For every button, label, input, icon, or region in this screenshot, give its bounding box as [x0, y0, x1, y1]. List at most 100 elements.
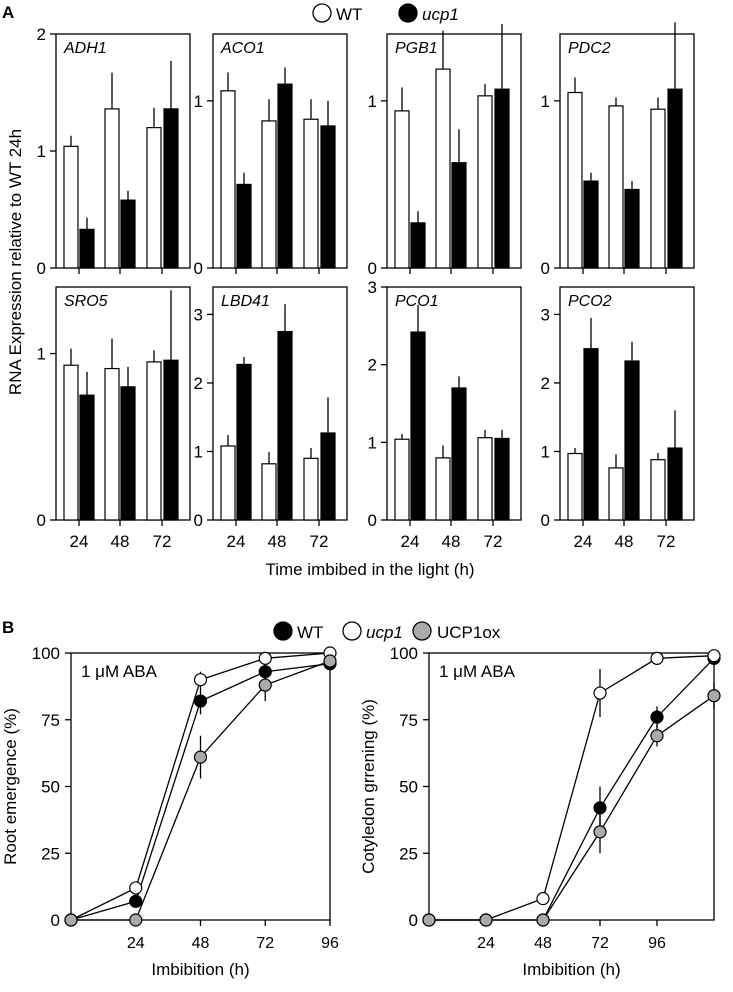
x-tick-label: 48: [268, 532, 287, 551]
point-ucp1: [650, 651, 664, 665]
bar-ucp1: [624, 360, 640, 521]
bar-wt: [220, 90, 236, 269]
bar-ucp1: [583, 348, 599, 521]
legend-a-wt-label: WT: [336, 5, 362, 24]
y-tick-label: 2: [37, 25, 46, 44]
y-tick-label: 75: [41, 711, 60, 730]
bar-ucp1: [120, 386, 136, 521]
y-tick-label: 0: [409, 911, 418, 930]
y-tick-label: 0: [194, 259, 203, 278]
point-ucp1ox: [422, 913, 436, 927]
point-ucp1ox: [707, 689, 721, 703]
y-tick-label: 1: [37, 345, 46, 364]
bar-wt: [477, 95, 493, 269]
y-tick-label: 1: [37, 142, 46, 161]
y-tick-label: 1: [541, 92, 550, 111]
bar-wt: [63, 145, 79, 269]
y-tick-label: 25: [41, 844, 60, 863]
bar-wt: [220, 445, 236, 521]
y-axis-label: Root emergence (%): [1, 708, 20, 865]
point-ucp1: [707, 649, 721, 663]
x-tick-label: 48: [111, 532, 130, 551]
point-ucp1: [536, 892, 550, 906]
x-tick-label: 48: [615, 532, 634, 551]
bar-chart-pgb1: 0 1 PGB1: [368, 23, 522, 278]
bar-ucp1: [120, 199, 136, 269]
line-chart-root-emergence: 0 25 50 75 100 24 48 72 96 Imbibition (h) Root eme…: [1, 644, 339, 979]
bar-wt: [435, 68, 451, 269]
y-tick-label: 100: [390, 644, 418, 663]
bar-wt: [104, 108, 120, 269]
x-tick-label: 96: [648, 935, 666, 952]
point-wt: [193, 694, 208, 708]
point-ucp1ox: [193, 750, 208, 764]
bar-chart-pco2: 0 1 2 3 PCO2 24 48 72: [541, 286, 695, 551]
gene-label: PGB1: [395, 40, 438, 57]
x-tick-label: 24: [127, 935, 145, 952]
y-tick-label: 100: [32, 644, 60, 663]
point-ucp1ox: [593, 825, 607, 839]
bar-wt: [303, 118, 319, 269]
y-tick-label: 75: [399, 711, 418, 730]
bar-ucp1: [320, 432, 336, 521]
bar-wt: [650, 108, 666, 269]
bar-ucp1: [277, 330, 293, 521]
series-line-wt: [429, 657, 715, 921]
x-tick-label: 72: [657, 532, 676, 551]
bar-wt: [146, 126, 162, 269]
x-tick-label: 96: [321, 935, 339, 952]
point-ucp1: [193, 673, 208, 687]
y-tick-label: 0: [51, 911, 60, 930]
panel-label-b: B: [2, 618, 14, 637]
y-tick-label: 3: [541, 305, 550, 324]
x-tick-label: 72: [310, 532, 329, 551]
y-tick-label: 1: [194, 92, 203, 111]
bar-chart-sro5: 0 1 SRO5 24 48 72: [37, 286, 191, 551]
x-tick-label: 24: [227, 532, 246, 551]
series-line-ucp1ox: [429, 695, 715, 921]
bar-ucp1: [163, 108, 179, 269]
x-tick-label: 48: [534, 935, 552, 952]
y-tick-label: 0: [541, 511, 550, 530]
bar-wt: [63, 364, 79, 521]
y-tick-label: 2: [368, 356, 377, 375]
x-tick-label: 48: [192, 935, 210, 952]
bar-wt: [394, 438, 410, 521]
bar-ucp1: [410, 222, 426, 269]
legend-b-ucp1-marker: [342, 621, 362, 641]
bar-ucp1: [163, 359, 179, 521]
gene-label: LBD41: [221, 293, 270, 310]
bar-ucp1: [667, 447, 683, 521]
bar-ucp1: [236, 183, 252, 269]
legend-b-ucp1ox-label: UCP1ox: [437, 623, 501, 642]
annotation-label: 1 μM ABA: [439, 662, 516, 681]
y-tick-label: 25: [399, 844, 418, 863]
y-tick-label: 3: [368, 278, 377, 297]
bar-wt: [608, 105, 624, 269]
bar-wt: [261, 120, 277, 269]
y-tick-label: 0: [368, 511, 377, 530]
bar-ucp1: [320, 125, 336, 269]
bar-chart-lbd41: 0 1 2 3 LBD41 24 48 72: [194, 286, 348, 551]
bar-wt: [394, 110, 410, 269]
legend-a-ucp1-marker: [398, 3, 418, 23]
legend-b-wt-marker: [273, 621, 293, 641]
bar-ucp1: [79, 228, 95, 269]
bar-wt: [435, 457, 451, 521]
point-ucp1: [593, 686, 607, 700]
y-tick-label: 1: [368, 92, 377, 111]
bar-chart-aco1: 0 1 ACO1: [194, 33, 348, 278]
bar-chart-adh1: 0 1 2 ADH1: [37, 25, 191, 278]
x-tick-label: 24: [477, 935, 495, 952]
bar-wt: [567, 452, 583, 521]
bar-wt: [650, 459, 666, 521]
gene-label: ACO1: [220, 40, 265, 57]
y-tick-label: 1: [194, 442, 203, 461]
line-chart-cotyledon-greening: 0 25 50 75 100 24 48 72 96 Imbibition (h) Cotyledo…: [359, 644, 721, 979]
y-tick-label: 50: [399, 778, 418, 797]
bar-ucp1: [451, 162, 467, 269]
y-tick-label: 1: [368, 433, 377, 452]
panel-a-xlabel: Time imbibed in the light (h): [265, 560, 474, 579]
point-ucp1: [258, 651, 272, 665]
